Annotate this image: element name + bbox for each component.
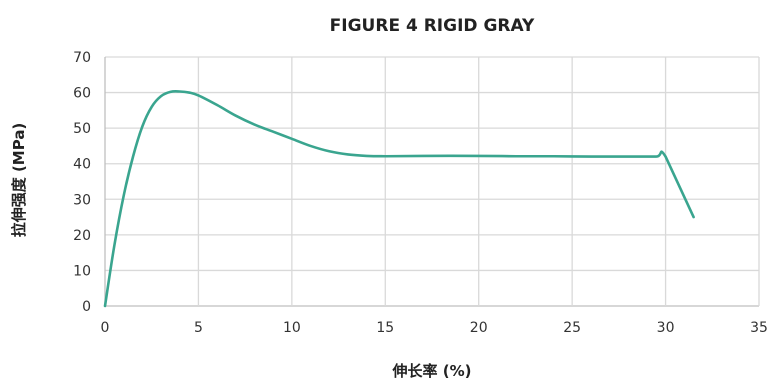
y-axis-label: 拉伸强度 (MPa) [10,123,28,238]
x-tick-label: 5 [194,320,203,336]
gridlines [104,56,760,307]
y-tick-label: 10 [73,263,91,279]
x-tick-label: 0 [101,320,110,336]
x-tick-labels: 0 5 10 15 20 25 30 35 [101,320,768,336]
series-line [103,90,695,308]
chart-title: FIGURE 4 RIGID GRAY [330,16,535,36]
y-tick-label: 20 [73,228,91,244]
x-axis-label: 伸长率 (%) [392,362,472,380]
y-tick-label: 70 [73,50,91,66]
x-tick-label: 10 [283,320,301,336]
y-tick-labels: 0 10 20 30 40 50 60 70 [73,50,91,315]
x-tick-label: 15 [376,320,394,336]
y-tick-label: 40 [73,157,91,173]
y-tick-label: 50 [73,121,91,137]
series-layer [103,90,695,308]
x-tick-label: 25 [563,320,581,336]
y-tick-label: 0 [82,299,91,315]
x-tick-label: 30 [657,320,675,336]
x-tick-label: 20 [470,320,488,336]
x-tick-label: 35 [750,320,768,336]
y-tick-label: 30 [73,192,91,208]
y-tick-label: 60 [73,86,91,102]
